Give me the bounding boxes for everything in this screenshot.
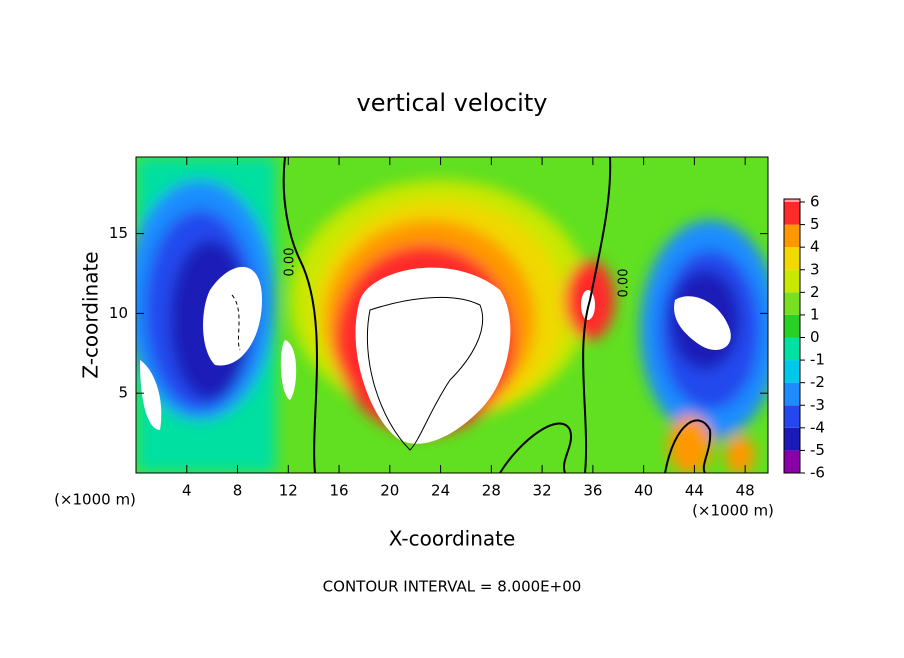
- colorbar-label: 5: [810, 215, 820, 233]
- colorbar-swatch: [784, 269, 800, 293]
- y-tick-label: 10: [109, 304, 128, 322]
- colorbar-swatch: [784, 337, 800, 361]
- colorbar-label: 4: [810, 238, 820, 256]
- colorbar-label: 6: [810, 193, 820, 211]
- colorbar-label: 2: [810, 283, 820, 301]
- colorbar-swatch: [784, 382, 800, 406]
- colorbar-swatch: [784, 450, 800, 473]
- x-unit: (×1000 m): [54, 491, 136, 509]
- contour-label: 0.00: [617, 269, 632, 298]
- colorbar-swatch: [784, 247, 800, 270]
- x-tick-label: 20: [380, 482, 399, 500]
- x-tick-label: 28: [482, 482, 501, 500]
- colorbar-label: 1: [810, 305, 820, 323]
- x-tick-label: 16: [330, 482, 349, 500]
- colorbar-swatch: [784, 202, 800, 225]
- field: [136, 157, 768, 473]
- colorbar-label: 3: [810, 260, 820, 278]
- plot-frame: [135, 156, 769, 474]
- x-tick-label: 44: [685, 482, 704, 500]
- colorbar-swatch: [784, 224, 800, 248]
- colorbar-swatch: [784, 427, 800, 451]
- x-tick-label: 24: [431, 482, 450, 500]
- x-tick-label: 4: [182, 482, 192, 500]
- colorbar-label: -5: [810, 441, 825, 459]
- x-tick-label: 32: [533, 482, 552, 500]
- chart-title: vertical velocity: [357, 89, 548, 117]
- x-unit: (×1000 m): [692, 502, 774, 520]
- contour-label: 0.00: [283, 248, 298, 277]
- y-tick-label: 15: [109, 224, 128, 242]
- y-tick-label: 5: [118, 384, 128, 402]
- colorbar-swatch: [784, 405, 800, 428]
- x-tick-label: 40: [634, 482, 653, 500]
- colorbar-swatch: [784, 314, 800, 338]
- colorbar-label: -4: [810, 418, 825, 436]
- x-tick-label: 36: [583, 482, 602, 500]
- y-axis-label: Z-coordinate: [79, 251, 103, 378]
- colorbar-swatch: [784, 360, 800, 383]
- colorbar-label: -1: [810, 351, 825, 369]
- colorbar-label: 0: [810, 328, 820, 346]
- colorbar-top: [784, 199, 800, 202]
- footer: CONTOUR INTERVAL = 8.000E+00: [323, 578, 582, 596]
- colorbar-swatch: [784, 292, 800, 315]
- x-tick-label: 12: [279, 482, 298, 500]
- colorbar-label: -2: [810, 373, 825, 391]
- colorbar-label: -6: [810, 464, 825, 482]
- x-axis-label: X-coordinate: [389, 527, 516, 551]
- colorbar-label: -3: [810, 396, 825, 414]
- x-tick-label: 48: [736, 482, 755, 500]
- x-tick-label: 8: [233, 482, 243, 500]
- colorbar-frame: [783, 198, 801, 474]
